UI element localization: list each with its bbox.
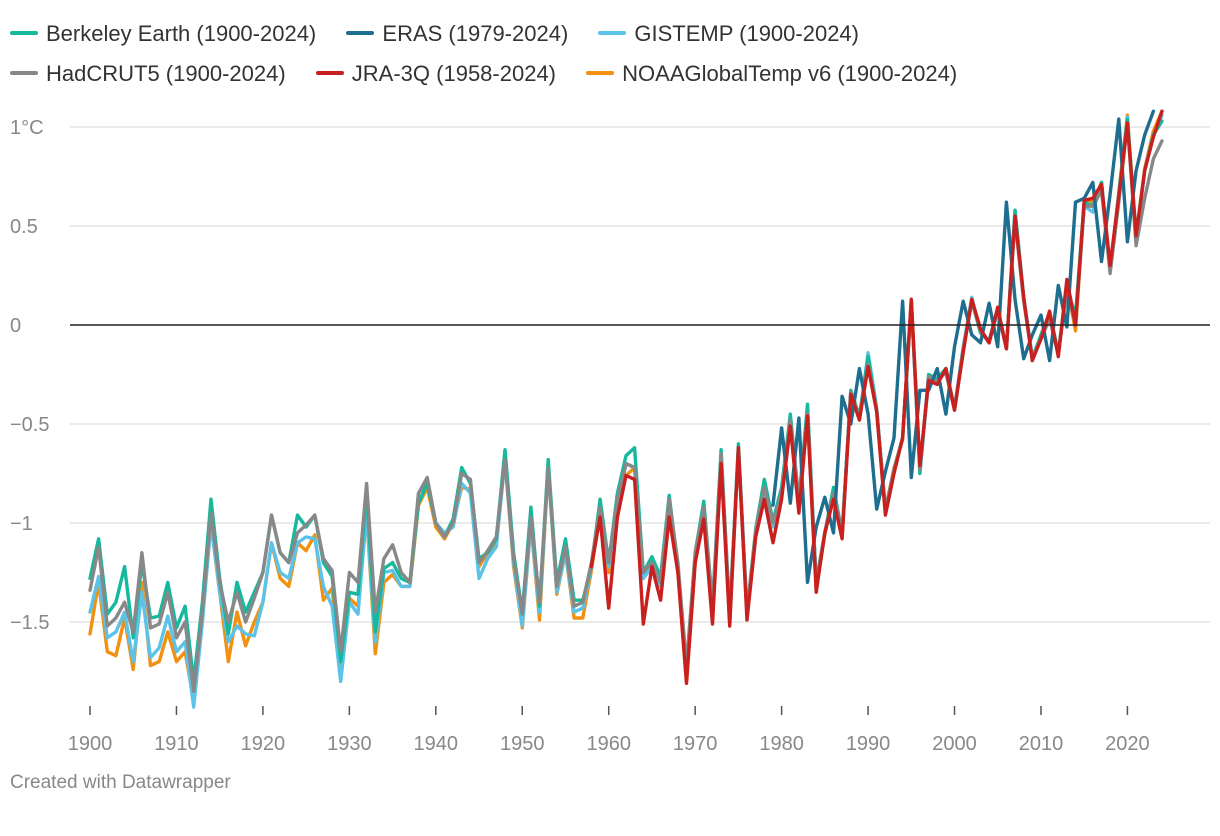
series-line-jra3q <box>589 109 1164 686</box>
legend-item-jra-3q: JRA-3Q (1958-2024) <box>315 54 557 94</box>
legend-item-berkeley-earth: Berkeley Earth (1900-2024) <box>10 14 316 54</box>
legend-swatch-gistemp <box>598 31 627 36</box>
y-tick-label: 0 <box>10 315 21 337</box>
legend-swatch-berkeley-earth <box>10 31 38 36</box>
y-tick-label: −1.5 <box>10 612 49 634</box>
y-tick-label: −0.5 <box>10 414 49 436</box>
datawrapper-credit: Created with Datawrapper <box>10 772 231 793</box>
x-tick-label: 1980 <box>759 733 804 755</box>
legend-label-gistemp: GISTEMP (1900-2024) <box>634 21 859 46</box>
x-tick-label: 1930 <box>327 733 372 755</box>
x-tick-label: 1990 <box>846 733 891 755</box>
series-lines <box>88 109 1164 709</box>
series-line-berkeley <box>88 117 1164 684</box>
x-tick-label: 2010 <box>1019 733 1064 755</box>
chart-legend: Berkeley Earth (1900-2024) ERAS (1979-20… <box>10 14 1160 94</box>
x-tick-label: 1910 <box>154 733 199 755</box>
legend-item-eras: ERAS (1979-2024) <box>346 14 568 54</box>
legend-item-hadcrut5: HadCRUT5 (1900-2024) <box>10 54 286 94</box>
x-tick-label: 2000 <box>932 733 977 755</box>
x-tick-label: 1950 <box>500 733 545 755</box>
legend-swatch-jra-3q <box>315 71 344 76</box>
legend-label-noaaglobaltemp: NOAAGlobalTemp v6 (1900-2024) <box>622 61 958 86</box>
x-tick-label: 1940 <box>414 733 459 755</box>
x-tick-label: 2020 <box>1105 733 1150 755</box>
x-tick-label: 1900 <box>68 733 113 755</box>
legend-label-berkeley-earth: Berkeley Earth (1900-2024) <box>46 21 317 46</box>
y-tick-label: 1°C <box>10 117 44 139</box>
legend-swatch-hadcrut5 <box>10 71 38 76</box>
series-line-gistemp <box>88 113 1164 709</box>
x-tick-label: 1970 <box>673 733 718 755</box>
series-line-eras <box>771 109 1156 585</box>
legend-swatch-noaaglobaltemp <box>586 71 615 76</box>
legend-label-eras: ERAS (1979-2024) <box>382 21 569 46</box>
y-tick-label: −1 <box>10 513 33 535</box>
axes: −1.5 −1 −0.5 0 0.5 1°C 1900 1910 1920 1930 1940 195… <box>10 117 1150 755</box>
legend-label-hadcrut5: HadCRUT5 (1900-2024) <box>46 61 286 86</box>
legend-label-jra-3q: JRA-3Q (1958-2024) <box>351 61 557 86</box>
x-tick-label: 1920 <box>241 733 286 755</box>
legend-item-noaaglobaltemp: NOAAGlobalTemp v6 (1900-2024) <box>586 54 957 94</box>
series-line-hadcrut5 <box>88 121 1164 693</box>
y-tick-label: 0.5 <box>10 216 38 238</box>
x-tick-label: 1960 <box>586 733 631 755</box>
legend-item-gistemp: GISTEMP (1900-2024) <box>598 14 859 54</box>
legend-swatch-eras <box>346 31 375 36</box>
